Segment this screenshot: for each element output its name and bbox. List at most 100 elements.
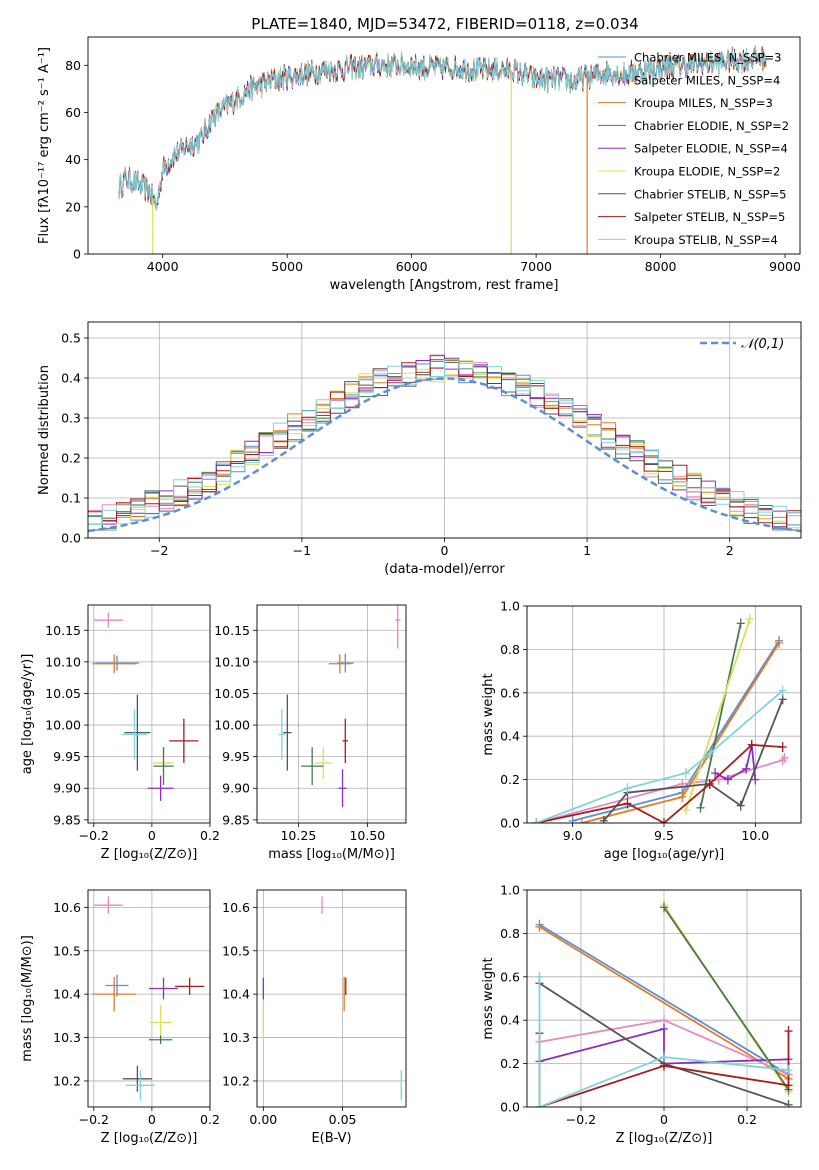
x-tick-label: 0 [660, 1112, 668, 1127]
x-tick-label: 0 [441, 543, 449, 558]
y-tick-label: 20 [65, 199, 81, 214]
histogram-kroupa_elodie [88, 360, 801, 530]
y-tick-label: 10.6 [222, 900, 250, 915]
x-tick-label: 4000 [147, 259, 179, 274]
panel-mass_vs_Z: −0.2 0 0.2 10.2 10.3 10.4 10.5 10.6 Z [log₁₀(Z/Z… [20, 889, 220, 1146]
weight-line-chabrier_miles [539, 923, 789, 1076]
panel-spectrum: 4000 5000 6000 7000 8000 9000 0 20 40 60 80 wavelen… [37, 36, 801, 293]
y-tick-label: 0.2 [500, 1056, 520, 1071]
x-tick-label: −0.2 [566, 1112, 596, 1127]
plot-area [532, 614, 789, 823]
weight-line-salpeter_stelib [535, 743, 783, 823]
axes-frame [256, 889, 407, 1108]
x-axis-label: Z [log₁₀(Z/Z⊙)] [616, 1131, 713, 1146]
x-tick-label: 0.05 [329, 1112, 357, 1127]
spectrum-line-kroupa_stelib [118, 45, 767, 211]
y-tick-label: 10.3 [222, 1030, 250, 1045]
weight-line-chabrier_miles [572, 640, 780, 822]
y-tick-label: 10.4 [53, 987, 81, 1002]
plot-area [262, 896, 402, 1101]
legend-entry: Salpeter STELIB, N_SSP=5 [634, 210, 785, 224]
y-tick-label: 0.8 [500, 926, 520, 941]
y-tick-label: 10.10 [45, 654, 81, 669]
x-tick-label: −2 [150, 543, 168, 558]
weight-line-dark_orange [581, 642, 780, 823]
y-tick-label: 9.90 [222, 781, 250, 796]
legend-entry: Chabrier STELIB, N_SSP=5 [634, 187, 786, 201]
weight-line-chabrier_elodie [663, 906, 790, 1091]
y-tick-label: 9.90 [53, 781, 81, 796]
weight-line-chabrier_elodie [699, 623, 742, 808]
y-tick-label: 0.0 [500, 1100, 520, 1115]
x-axis-label: E(B-V) [311, 1131, 351, 1146]
y-tick-label: 9.95 [222, 749, 250, 764]
y-tick-label: 10.3 [53, 1030, 81, 1045]
y-axis-label: Normed distribution [37, 365, 52, 495]
x-axis-label: mass [log₁₀(M/M⊙)] [268, 847, 395, 862]
x-tick-label: 1 [583, 543, 591, 558]
y-axis-label: mass weight [481, 957, 496, 1039]
x-tick-label: 10.50 [349, 828, 385, 843]
axes-frame [87, 889, 211, 1108]
legend-entry: Chabrier MILES, N_SSP=3 [634, 51, 781, 65]
y-tick-label: 10.10 [214, 654, 250, 669]
y-tick-label: 10.00 [214, 718, 250, 733]
y-tick-label: 40 [65, 152, 81, 167]
x-tick-label: 10.25 [280, 828, 316, 843]
weight-line-kroupa_stelib [538, 976, 789, 1107]
y-tick-label: 0.6 [500, 969, 520, 984]
y-tick-label: 9.85 [222, 812, 250, 827]
y-tick-label: 10.00 [45, 718, 81, 733]
x-axis-label: Z [log₁₀(Z/Z⊙)] [101, 1131, 198, 1146]
y-tick-label: 1.0 [500, 883, 520, 898]
x-tick-label: 0 [148, 828, 156, 843]
y-tick-label: 1.0 [500, 599, 520, 614]
x-tick-label: 8000 [645, 259, 677, 274]
plot-area [535, 900, 793, 1107]
y-tick-label: 10.15 [45, 623, 81, 638]
y-tick-label: 10.2 [222, 1073, 250, 1088]
y-tick-label: 10.6 [53, 900, 81, 915]
x-tick-label: −0.2 [79, 1112, 109, 1127]
y-tick-label: 0.2 [61, 451, 81, 466]
panel-age_vs_mass: 10.25 10.50 9.85 9.90 9.95 10.00 10.05 10.10 10.… [214, 604, 407, 862]
legend-entry: Kroupa ELODIE, N_SSP=2 [634, 165, 780, 179]
y-tick-label: 0.1 [61, 491, 81, 506]
axes-frame [256, 604, 407, 824]
y-tick-label: 0.5 [61, 331, 81, 346]
x-tick-label: 9.0 [563, 828, 583, 843]
y-tick-label: 10.5 [53, 943, 81, 958]
weight-line-dark_orange [539, 926, 789, 1080]
legend-entry: Salpeter MILES, N_SSP=4 [634, 73, 780, 87]
y-tick-label: 10.5 [222, 943, 250, 958]
y-tick-label: 0 [73, 247, 81, 262]
legend-entry: 𝒩(0,1) [741, 337, 784, 352]
y-tick-label: 9.95 [53, 749, 81, 764]
x-tick-label: 0.00 [249, 1112, 277, 1127]
plot-area [92, 612, 199, 801]
x-tick-label: 7000 [520, 259, 552, 274]
plot-area [92, 896, 205, 1101]
weight-line-kroupa_elodie [685, 618, 751, 811]
y-tick-label: 10.05 [214, 686, 250, 701]
histogram-kroupa_stelib [88, 359, 801, 526]
y-axis-label: mass weight [481, 673, 496, 755]
y-tick-label: 10.05 [45, 686, 81, 701]
x-tick-label: 10.0 [741, 828, 769, 843]
x-tick-label: −0.2 [79, 828, 109, 843]
y-tick-label: 9.85 [53, 812, 81, 827]
plot-area [118, 45, 767, 254]
plot-area [88, 354, 801, 533]
x-tick-label: 0.2 [737, 1112, 757, 1127]
x-axis-label: age [log₁₀(age/yr)] [604, 847, 725, 862]
y-tick-label: 0.4 [61, 371, 81, 386]
axes-frame [87, 36, 801, 255]
y-tick-label: 0.2 [500, 772, 520, 787]
legend-entry: Kroupa STELIB, N_SSP=4 [634, 233, 778, 247]
x-tick-label: 9.5 [654, 828, 674, 843]
y-tick-label: 0.0 [61, 531, 81, 546]
x-axis-label: wavelength [Angstrom, rest frame] [330, 278, 559, 293]
y-tick-label: 80 [65, 58, 81, 73]
y-axis-label: age [log₁₀(age/yr)] [20, 654, 35, 775]
